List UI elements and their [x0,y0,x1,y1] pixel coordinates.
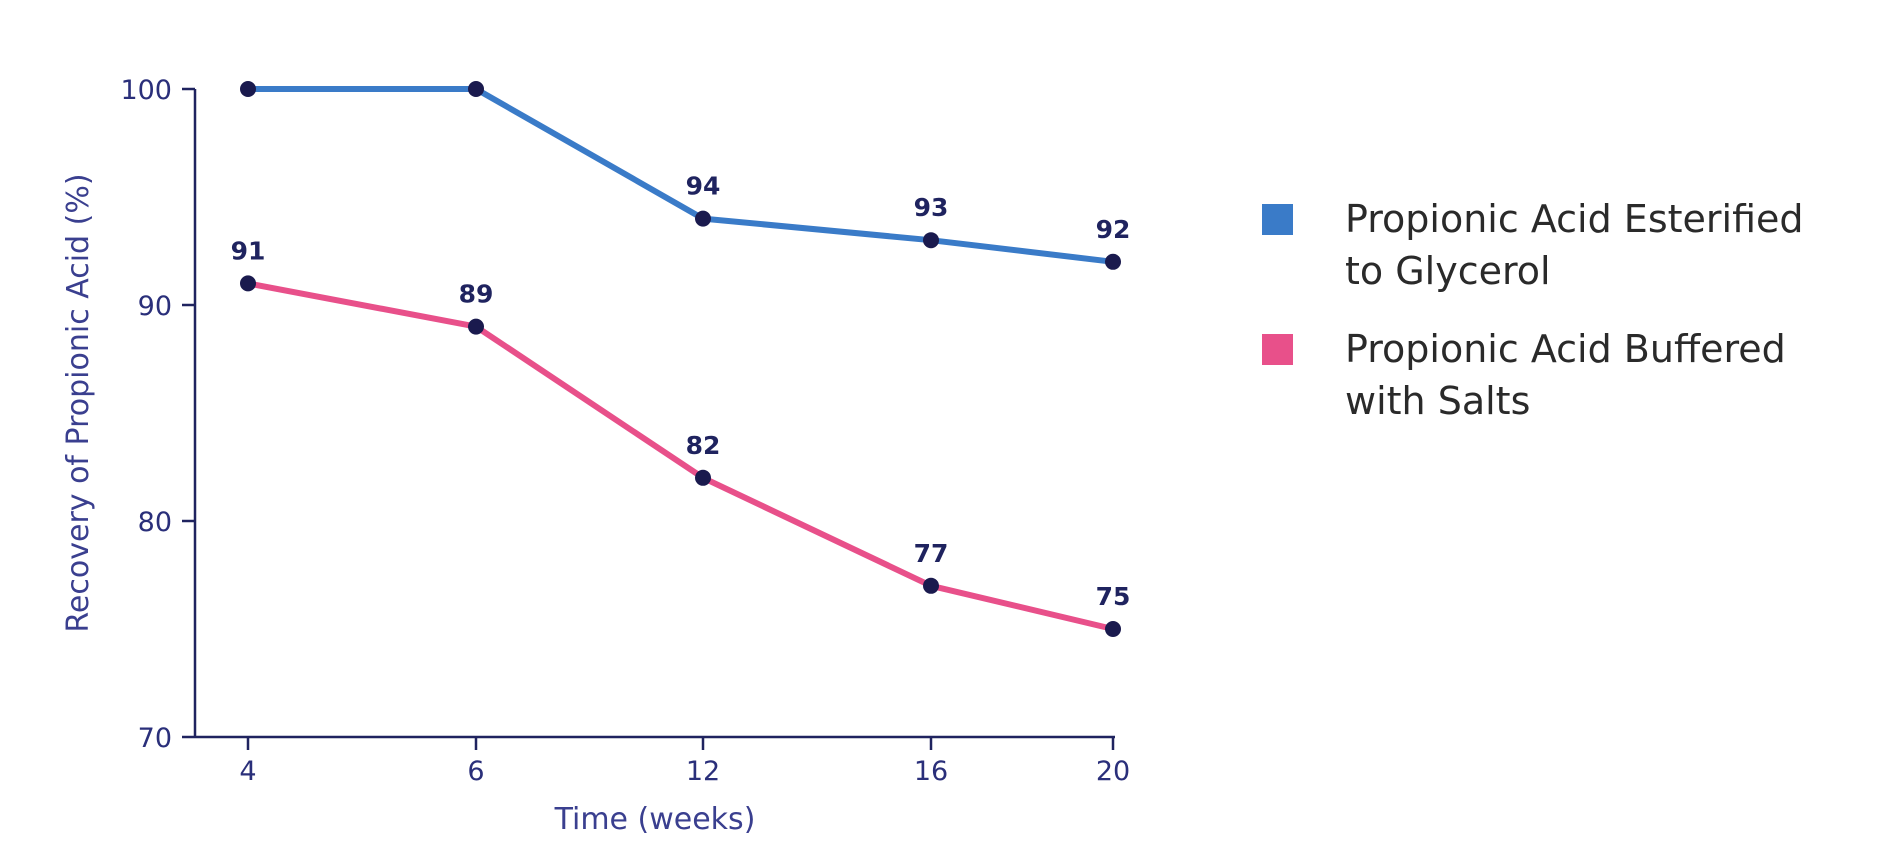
y-ticks: 70 80 90 100 [120,75,195,754]
data-point [1105,621,1121,637]
data-point [240,275,256,292]
legend-item: Propionic Acid Buffered with Salts [1262,327,1786,423]
series-line [245,280,1116,632]
data-point [1105,253,1121,270]
legend-label: to Glycerol [1345,249,1551,293]
legend-item: Propionic Acid Esterified to Glycerol [1262,197,1804,293]
series-1: 94 93 92 [240,81,1130,270]
series-layer: 94 93 92 91 89 82 77 75 [231,81,1131,637]
y-tick-label: 80 [138,507,172,538]
y-tick-label: 90 [138,291,172,322]
data-label: 92 [1096,215,1131,244]
x-tick-label: 6 [467,756,484,787]
data-point [923,577,939,594]
data-point [923,232,939,249]
data-point [695,469,711,486]
x-tick-label: 20 [1096,756,1130,787]
data-label: 77 [914,539,949,568]
legend-label: with Salts [1345,379,1530,423]
data-point [695,210,711,227]
data-label: 93 [914,193,949,222]
data-point [240,81,256,97]
data-label: 91 [231,236,266,265]
data-label: 75 [1096,582,1131,611]
x-tick-label: 16 [914,756,948,787]
data-label: 94 [686,172,721,201]
legend-swatch [1262,204,1293,235]
data-point [468,81,484,97]
y-tick-label: 70 [138,723,172,754]
y-tick-label: 100 [120,75,172,106]
x-axis-title: Time (weeks) [554,802,756,837]
series-2: 91 89 82 77 75 [231,236,1131,637]
y-axis-title: Recovery of Propionic Acid (%) [61,173,96,632]
legend-swatch [1262,334,1293,365]
data-label: 89 [459,280,494,309]
x-tick-label: 12 [686,756,720,787]
axes: 70 80 90 100 4 6 12 16 20 [120,75,1130,787]
data-label: 82 [686,431,721,460]
x-ticks: 4 6 12 16 20 [239,737,1130,787]
legend-label: Propionic Acid Esterified [1345,197,1804,241]
series-line [245,86,1116,265]
data-point [468,318,484,335]
x-tick-label: 4 [239,756,256,787]
legend-label: Propionic Acid Buffered [1345,327,1786,371]
